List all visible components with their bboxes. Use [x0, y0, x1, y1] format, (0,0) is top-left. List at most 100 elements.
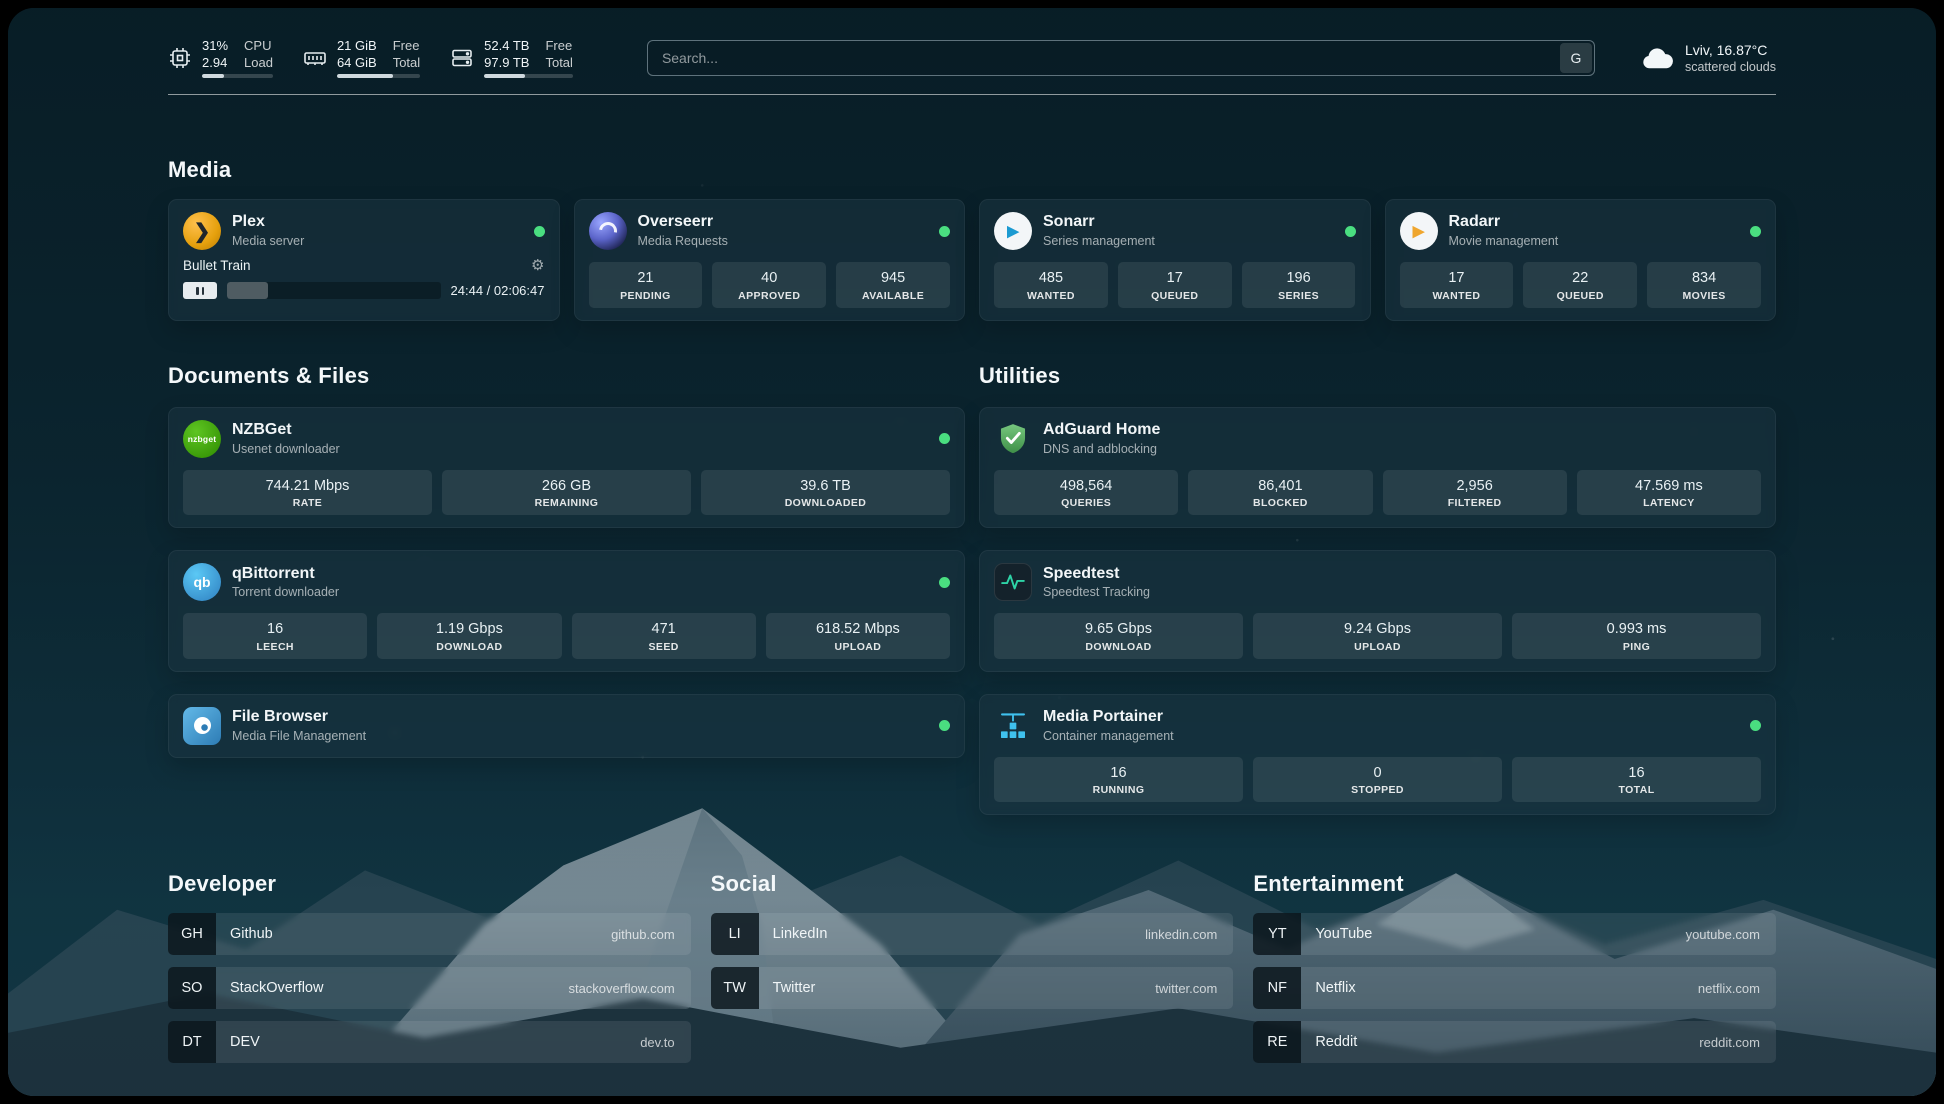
bookmark-abbr: SO	[168, 967, 216, 1010]
stat-pending: 21 PENDING	[588, 262, 703, 308]
status-dot-online	[939, 720, 950, 732]
search-provider-button[interactable]: G	[1559, 43, 1592, 73]
playback-progress-bar[interactable]	[227, 282, 441, 299]
memory-icon	[304, 52, 326, 65]
bookmark-name: DEV	[230, 1034, 260, 1051]
service-name: Overseerr	[637, 213, 714, 231]
topbar-divider	[168, 94, 1776, 95]
service-card-adguard[interactable]: AdGuard Home DNS and adblocking 498,564 Q…	[979, 406, 1776, 529]
disk-total-value: 97.9 TB	[484, 54, 530, 70]
service-desc: Media Requests	[637, 234, 728, 249]
stat-queries: 498,564 QUERIES	[994, 469, 1179, 516]
cpu-progress-bar	[202, 73, 273, 78]
service-name: File Browser	[232, 708, 329, 726]
service-card-overseerr[interactable]: Overseerr Media Requests 21 PENDING 40 APP…	[573, 199, 965, 321]
gear-icon[interactable]: ⚙	[531, 257, 545, 274]
cpu-widget: 31% 2.94 CPU Load	[168, 38, 273, 78]
service-card-speedtest[interactable]: Speedtest Speedtest Tracking 9.65 Gbps DO…	[979, 550, 1776, 672]
weather-widget: Lviv, 16.87°C scattered clouds	[1639, 41, 1776, 75]
stat-series: 196 SERIES	[1241, 262, 1356, 308]
pause-button[interactable]	[183, 282, 217, 299]
stat-ping: 0.993 ms PING	[1512, 613, 1761, 659]
entertainment-section-title: Entertainment	[1253, 871, 1404, 897]
bookmark-url: twitter.com	[1155, 980, 1218, 996]
service-card-plex[interactable]: ❯ Plex Media server Bullet Train ⚙	[168, 199, 560, 321]
bookmark-github[interactable]: GH Github github.com	[168, 913, 691, 956]
section-utilities: Utilities	[979, 363, 1776, 816]
service-card-filebrowser[interactable]: File Browser Media File Management	[168, 693, 965, 758]
service-name: Plex	[232, 213, 265, 231]
cpu-load-value: 2.94	[202, 54, 228, 70]
now-playing-title: Bullet Train	[183, 258, 251, 273]
stat-wanted: 485 WANTED	[994, 262, 1108, 308]
bookmark-twitter[interactable]: TW Twitter twitter.com	[710, 967, 1234, 1010]
bookmark-dev[interactable]: DT DEV dev.to	[168, 1021, 691, 1064]
developer-section-title: Developer	[168, 871, 277, 897]
service-desc: Torrent downloader	[232, 585, 340, 600]
disk-free-value: 52.4 TB	[484, 38, 530, 54]
status-dot-online	[1344, 225, 1356, 237]
search-input[interactable]	[646, 40, 1595, 76]
ram-progress-bar	[336, 73, 421, 78]
ram-label-2: Total	[392, 54, 421, 70]
service-name: NZBGet	[232, 421, 292, 439]
stat-leech: 16 LEECH	[183, 613, 368, 659]
bookmark-abbr: NF	[1253, 967, 1302, 1010]
ram-total-value: 64 GiB	[336, 54, 377, 70]
stat-total: 16 TOTAL	[1512, 756, 1761, 803]
stat-movies: 834 MOVIES	[1647, 262, 1761, 308]
bookmark-group-developer: Developer GH Github github.com SO StackO…	[168, 871, 691, 1064]
filebrowser-icon	[183, 706, 221, 745]
sonarr-icon: ▶	[994, 212, 1032, 250]
section-media: Media ❯ Plex Media server Bullet Train	[168, 157, 1776, 321]
section-documents: Documents & Files nzbget NZBGet Usenet d…	[168, 363, 965, 816]
stat-queued: 22 QUEUED	[1523, 262, 1638, 308]
bookmark-url: linkedin.com	[1145, 926, 1218, 942]
stat-download: 9.65 Gbps DOWNLOAD	[994, 613, 1243, 659]
disk-icon	[452, 49, 472, 67]
stat-seed: 471 SEED	[571, 613, 756, 659]
service-desc: Container management	[1043, 728, 1174, 743]
service-desc: Usenet downloader	[232, 441, 340, 456]
stat-remaining: 266 GB REMAINING	[442, 469, 691, 516]
bookmark-abbr: RE	[1253, 1021, 1302, 1064]
service-card-radarr[interactable]: ▶ Radarr Movie management 17 WANTED 22 QUE…	[1384, 199, 1776, 321]
bookmark-name: YouTube	[1315, 926, 1373, 943]
overseerr-icon	[588, 212, 627, 250]
stat-filtered: 2,956 FILTERED	[1382, 469, 1567, 516]
social-section-title: Social	[710, 871, 777, 897]
bookmark-reddit[interactable]: RE Reddit reddit.com	[1253, 1021, 1776, 1064]
service-card-qbittorrent[interactable]: qb qBittorrent Torrent downloader 16 LEEC…	[168, 550, 965, 672]
stat-downloaded: 39.6 TB DOWNLOADED	[701, 469, 950, 516]
cpu-label-2: Load	[244, 54, 273, 70]
status-dot-online	[939, 576, 950, 588]
bookmark-group-social: Social LI LinkedIn linkedin.com TW Twitt…	[710, 871, 1234, 1063]
bookmark-abbr: DT	[168, 1021, 216, 1064]
cloud-icon	[1643, 48, 1673, 69]
stat-queued: 17 QUEUED	[1117, 262, 1232, 308]
topbar: 31% 2.94 CPU Load	[168, 34, 1776, 82]
stat-stopped: 0 STOPPED	[1253, 756, 1502, 803]
bookmark-name: Twitter	[772, 980, 816, 997]
service-desc: Series management	[1043, 234, 1155, 249]
status-dot-online	[939, 433, 950, 445]
stat-upload: 9.24 Gbps UPLOAD	[1253, 613, 1502, 659]
portainer-icon	[994, 707, 1032, 745]
service-card-nzbget[interactable]: nzbget NZBGet Usenet downloader 744.21 M…	[168, 406, 965, 529]
service-card-portainer[interactable]: Media Portainer Container management 16 R…	[979, 693, 1776, 816]
disk-label-1: Free	[545, 38, 573, 54]
bookmark-abbr: LI	[710, 913, 759, 956]
service-name: AdGuard Home	[1043, 421, 1161, 439]
bookmark-name: Reddit	[1315, 1034, 1358, 1051]
bookmark-stackoverflow[interactable]: SO StackOverflow stackoverflow.com	[168, 967, 691, 1010]
bookmark-linkedin[interactable]: LI LinkedIn linkedin.com	[710, 913, 1234, 956]
bookmark-netflix[interactable]: NF Netflix netflix.com	[1253, 967, 1776, 1010]
plex-icon: ❯	[183, 212, 221, 250]
bookmark-youtube[interactable]: YT YouTube youtube.com	[1253, 913, 1776, 956]
cpu-percent: 31%	[202, 38, 229, 54]
bookmark-url: dev.to	[640, 1034, 675, 1050]
cpu-label-1: CPU	[244, 38, 272, 54]
disk-label-2: Total	[545, 54, 573, 70]
service-card-sonarr[interactable]: ▶ Sonarr Series management 485 WANTED 17 Q…	[979, 199, 1371, 321]
bookmark-abbr: GH	[168, 913, 216, 956]
